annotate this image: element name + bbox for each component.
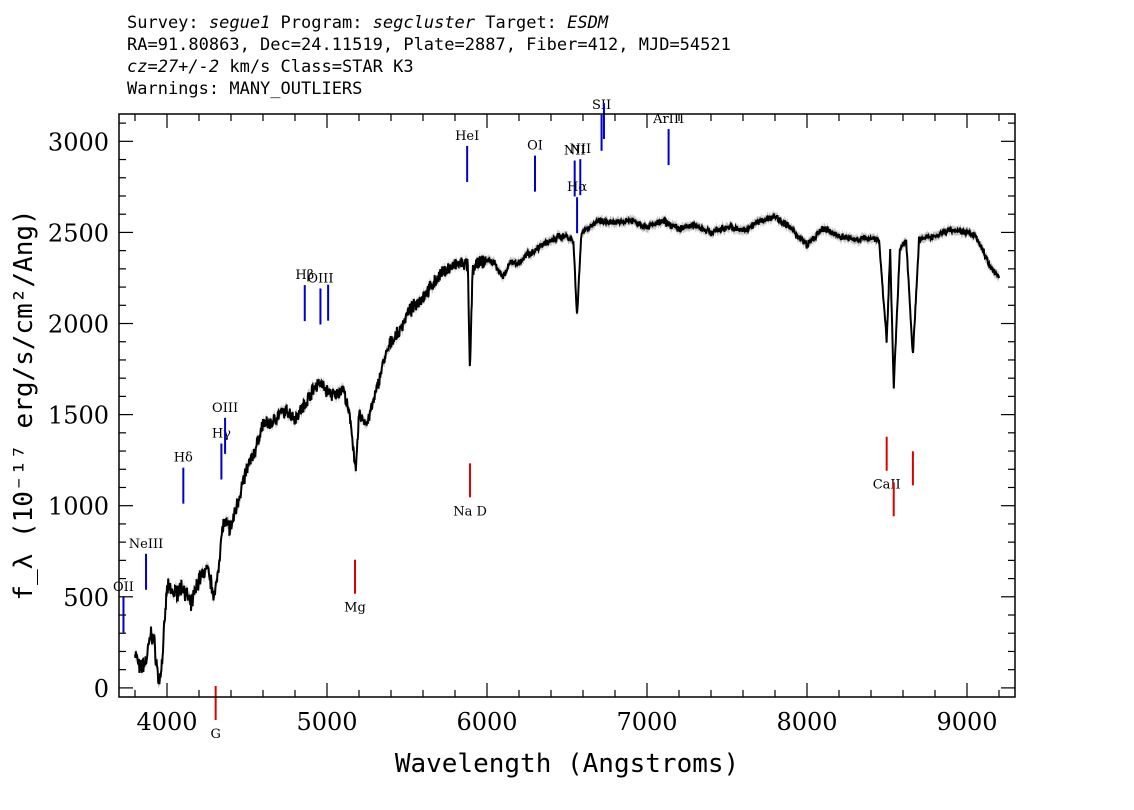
y-tick-label: 1500 [48, 402, 109, 430]
y-tick-label: 500 [63, 584, 109, 612]
emission-line-label: ArIII [652, 112, 684, 127]
y-tick-label: 2000 [48, 311, 109, 339]
error-band [135, 209, 999, 689]
x-tick-label: 4000 [136, 708, 197, 736]
emission-line-label: HeI [455, 129, 479, 144]
header-line-coordinates: RA=91.80863, Dec=24.11519, Plate=2887, F… [127, 35, 731, 55]
emission-line-label: Hα [567, 180, 587, 195]
emission-line-label: OI [527, 139, 543, 154]
header-line-redshift: cz=27+/-2 km/s Class=STAR K3 [127, 56, 731, 78]
x-tick-label: 8000 [776, 708, 837, 736]
header-line-survey: Survey: segue1 Program: segcluster Targe… [127, 12, 731, 34]
emission-line-label: Hδ [174, 451, 193, 466]
header-segment: km/s Class=STAR K3 [219, 57, 414, 77]
x-axis-ticks: 4000 5000 6000 7000 8000 9000 [134, 114, 1000, 736]
emission-line-label: SII [592, 98, 611, 113]
x-tick-label: 9000 [936, 708, 997, 736]
plot-frame [118, 113, 1016, 698]
x-tick-label: 5000 [296, 708, 357, 736]
x-axis-title: Wavelength (Angstroms) [395, 749, 739, 779]
y-axis-ticks: 0 500 1000 1500 2000 2500 3000 [48, 122, 1015, 703]
y-tick-label: 2500 [48, 219, 109, 247]
absorption-line-label: G [210, 727, 220, 742]
header-line-warnings: Warnings: MANY_OUTLIERS [127, 79, 363, 99]
header-segment: segcluster [372, 13, 476, 33]
header-segment: ESDM [567, 13, 609, 33]
absorption-line-label: CaII [873, 478, 901, 493]
emission-line-label: NII [569, 142, 591, 157]
header-segment: Survey: [127, 13, 209, 33]
emission-line-label: OII [113, 580, 134, 595]
spectrum-line [134, 213, 1000, 685]
header-segment: Target: [475, 13, 568, 33]
emission-line-label: NeIII [129, 537, 163, 552]
y-axis-title: f_λ (10⁻¹⁷ erg/s/cm²/Ang) [9, 209, 39, 600]
spectrum-header: Survey: segue1 Program: segcluster Targe… [127, 12, 731, 100]
y-tick-label: 1000 [48, 493, 109, 521]
emission-line-label: Hγ [212, 426, 231, 441]
header-segment: cz=27+/-2 [127, 57, 220, 77]
emission-line-label: OIII [212, 401, 238, 416]
header-segment: segue1 [208, 13, 271, 33]
emission-line-label: NII [564, 144, 586, 159]
x-tick-label: 6000 [456, 708, 517, 736]
error-band-area [135, 209, 999, 689]
x-tick-label: 7000 [616, 708, 677, 736]
emission-line-label: Hβ [295, 268, 314, 283]
y-tick-label: 3000 [48, 128, 109, 156]
header-segment: Program: [270, 13, 373, 33]
absorption-line-label: Mg [344, 601, 366, 616]
absorption-line-label: Na D [453, 504, 487, 519]
y-tick-label: 0 [94, 675, 109, 703]
spectrum-trace [134, 213, 1000, 685]
emission-line-label: OIII [307, 271, 333, 286]
